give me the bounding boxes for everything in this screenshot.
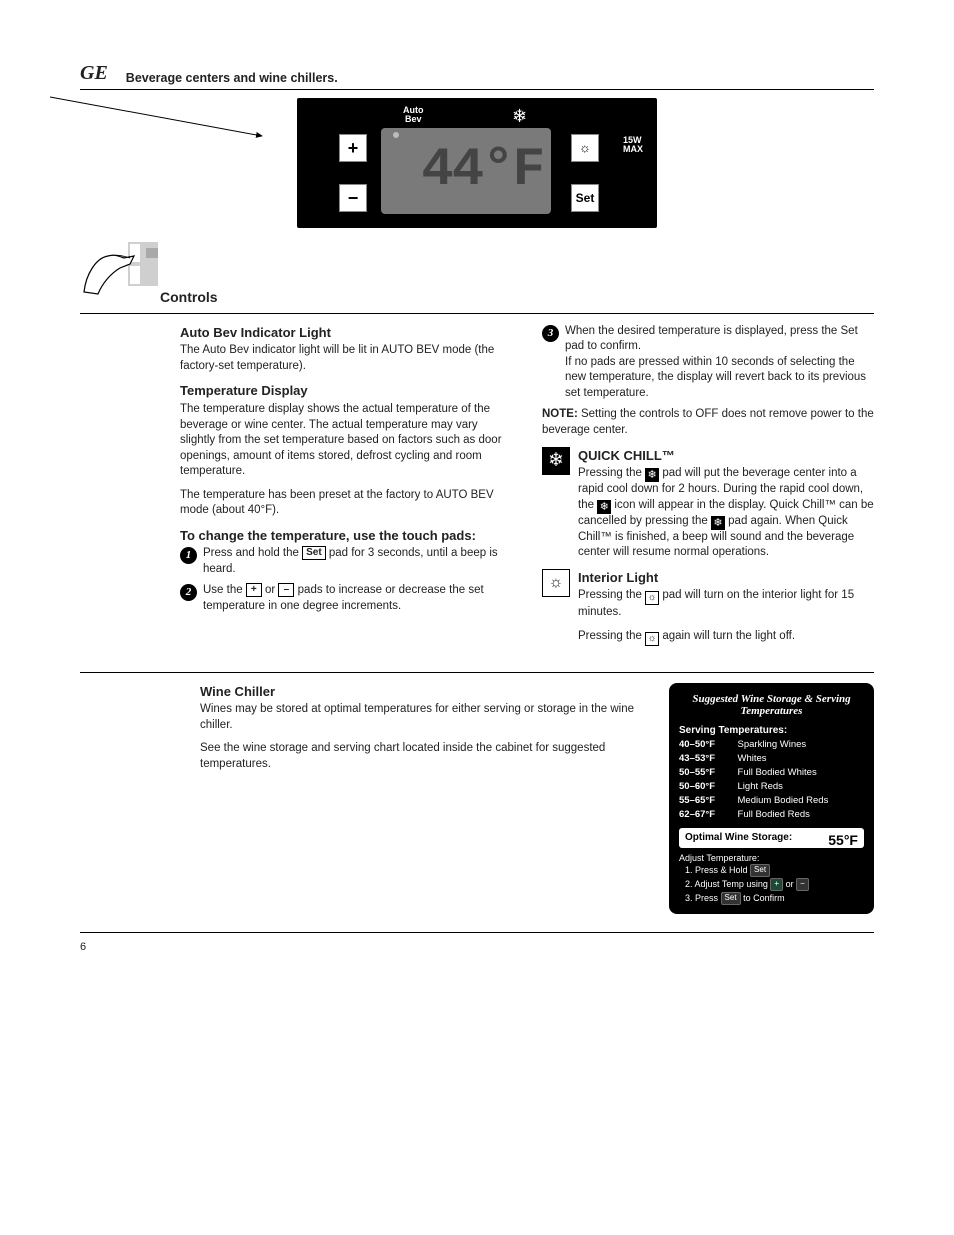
step-2-text: Use the + or – pads to increase or decre…	[203, 583, 512, 614]
section-header: GE Beverage centers and wine chillers.	[80, 60, 874, 90]
page-number: 6	[80, 940, 86, 955]
auto-bev-indicator-dot	[393, 132, 399, 138]
auto-bev-label: Auto Bev	[403, 106, 424, 124]
minus-button[interactable]: −	[339, 184, 367, 212]
step-2: 2 Use the + or – pads to increase or dec…	[180, 583, 512, 614]
wine-temp-row: 50–60°FLight Reds	[679, 781, 864, 795]
auto-bev-title: Auto Bev Indicator Light	[180, 324, 512, 342]
interior-light-title: Interior Light	[578, 569, 874, 587]
wine-temp-table: 40–50°FSparkling Wines43–53°FWhites50–55…	[679, 739, 864, 822]
temp-display-text2: The temperature has been preset at the f…	[180, 488, 512, 519]
lightbulb-icon: ☼	[542, 569, 570, 597]
step-3: 3 When the desired temperature is displa…	[542, 324, 874, 402]
plus-button[interactable]: +	[339, 134, 367, 162]
controls-heading: Controls	[160, 288, 218, 307]
interior-light-text2: Pressing the ☼ again will turn the light…	[578, 629, 874, 646]
brand-logo: GE	[80, 60, 108, 87]
step-1-text: Press and hold the Set pad for 3 seconds…	[203, 546, 512, 577]
step-number-2: 2	[180, 584, 197, 601]
wine-temp-row: 62–67°FFull Bodied Reds	[679, 809, 864, 823]
temp-change-title: To change the temperature, use the touch…	[180, 527, 512, 545]
wine-adjust-title: Adjust Temperature:	[679, 852, 864, 864]
control-panel: Auto Bev ❄ + − 44°F ☼ Set 15W MAX	[297, 98, 657, 228]
wine-para1: Wines may be stored at optimal temperatu…	[200, 702, 649, 733]
quick-chill-title: QUICK CHILL™	[578, 447, 874, 465]
auto-bev-text: The Auto Bev indicator light will be lit…	[180, 343, 512, 374]
temp-display-title: Temperature Display	[180, 382, 512, 400]
wine-storage-card: Suggested Wine Storage & Serving Tempera…	[669, 683, 874, 914]
snowflake-icon: ❄	[542, 447, 570, 475]
wattage-label: 15W MAX	[623, 136, 643, 154]
wine-chiller-section: Wine Chiller Wines may be stored at opti…	[80, 683, 874, 914]
snowflake-indicator: ❄	[512, 104, 527, 128]
wine-temp-row: 40–50°FSparkling Wines	[679, 739, 864, 753]
set-button[interactable]: Set	[571, 184, 599, 212]
quick-chill-text: Pressing the ❄ pad will put the beverage…	[578, 466, 874, 561]
interior-light-text1: Pressing the ☼ pad will turn on the inte…	[578, 588, 874, 621]
wine-card-title: Suggested Wine Storage & Serving Tempera…	[679, 693, 864, 718]
page-title: Beverage centers and wine chillers.	[126, 70, 338, 87]
temp-display-text1: The temperature display shows the actual…	[180, 402, 512, 480]
wine-serving-header: Serving Temperatures:	[679, 724, 864, 738]
wine-para2: See the wine storage and serving chart l…	[200, 741, 649, 772]
controls-note: NOTE: Setting the controls to OFF does n…	[542, 407, 874, 438]
step-1: 1 Press and hold the Set pad for 3 secon…	[180, 546, 512, 577]
controls-columns: Auto Bev Indicator Light The Auto Bev in…	[80, 324, 874, 654]
light-button[interactable]: ☼	[571, 134, 599, 162]
wine-temp-row: 43–53°FWhites	[679, 753, 864, 767]
wine-heading: Wine Chiller	[200, 683, 649, 701]
wine-temp-row: 50–55°FFull Bodied Whites	[679, 767, 864, 781]
step-number-1: 1	[180, 547, 197, 564]
wine-temp-row: 55–65°FMedium Bodied Reds	[679, 795, 864, 809]
step-3-text: When the desired temperature is displaye…	[565, 324, 874, 402]
wine-optimal-bar: Optimal Wine Storage: 55°F	[679, 828, 864, 848]
step-number-3: 3	[542, 325, 559, 342]
wine-adjust-steps: 1. Press & Hold Set 2. Adjust Temp using…	[679, 864, 864, 905]
temperature-display: 44°F	[381, 128, 551, 214]
touch-hand-icon	[80, 234, 160, 302]
